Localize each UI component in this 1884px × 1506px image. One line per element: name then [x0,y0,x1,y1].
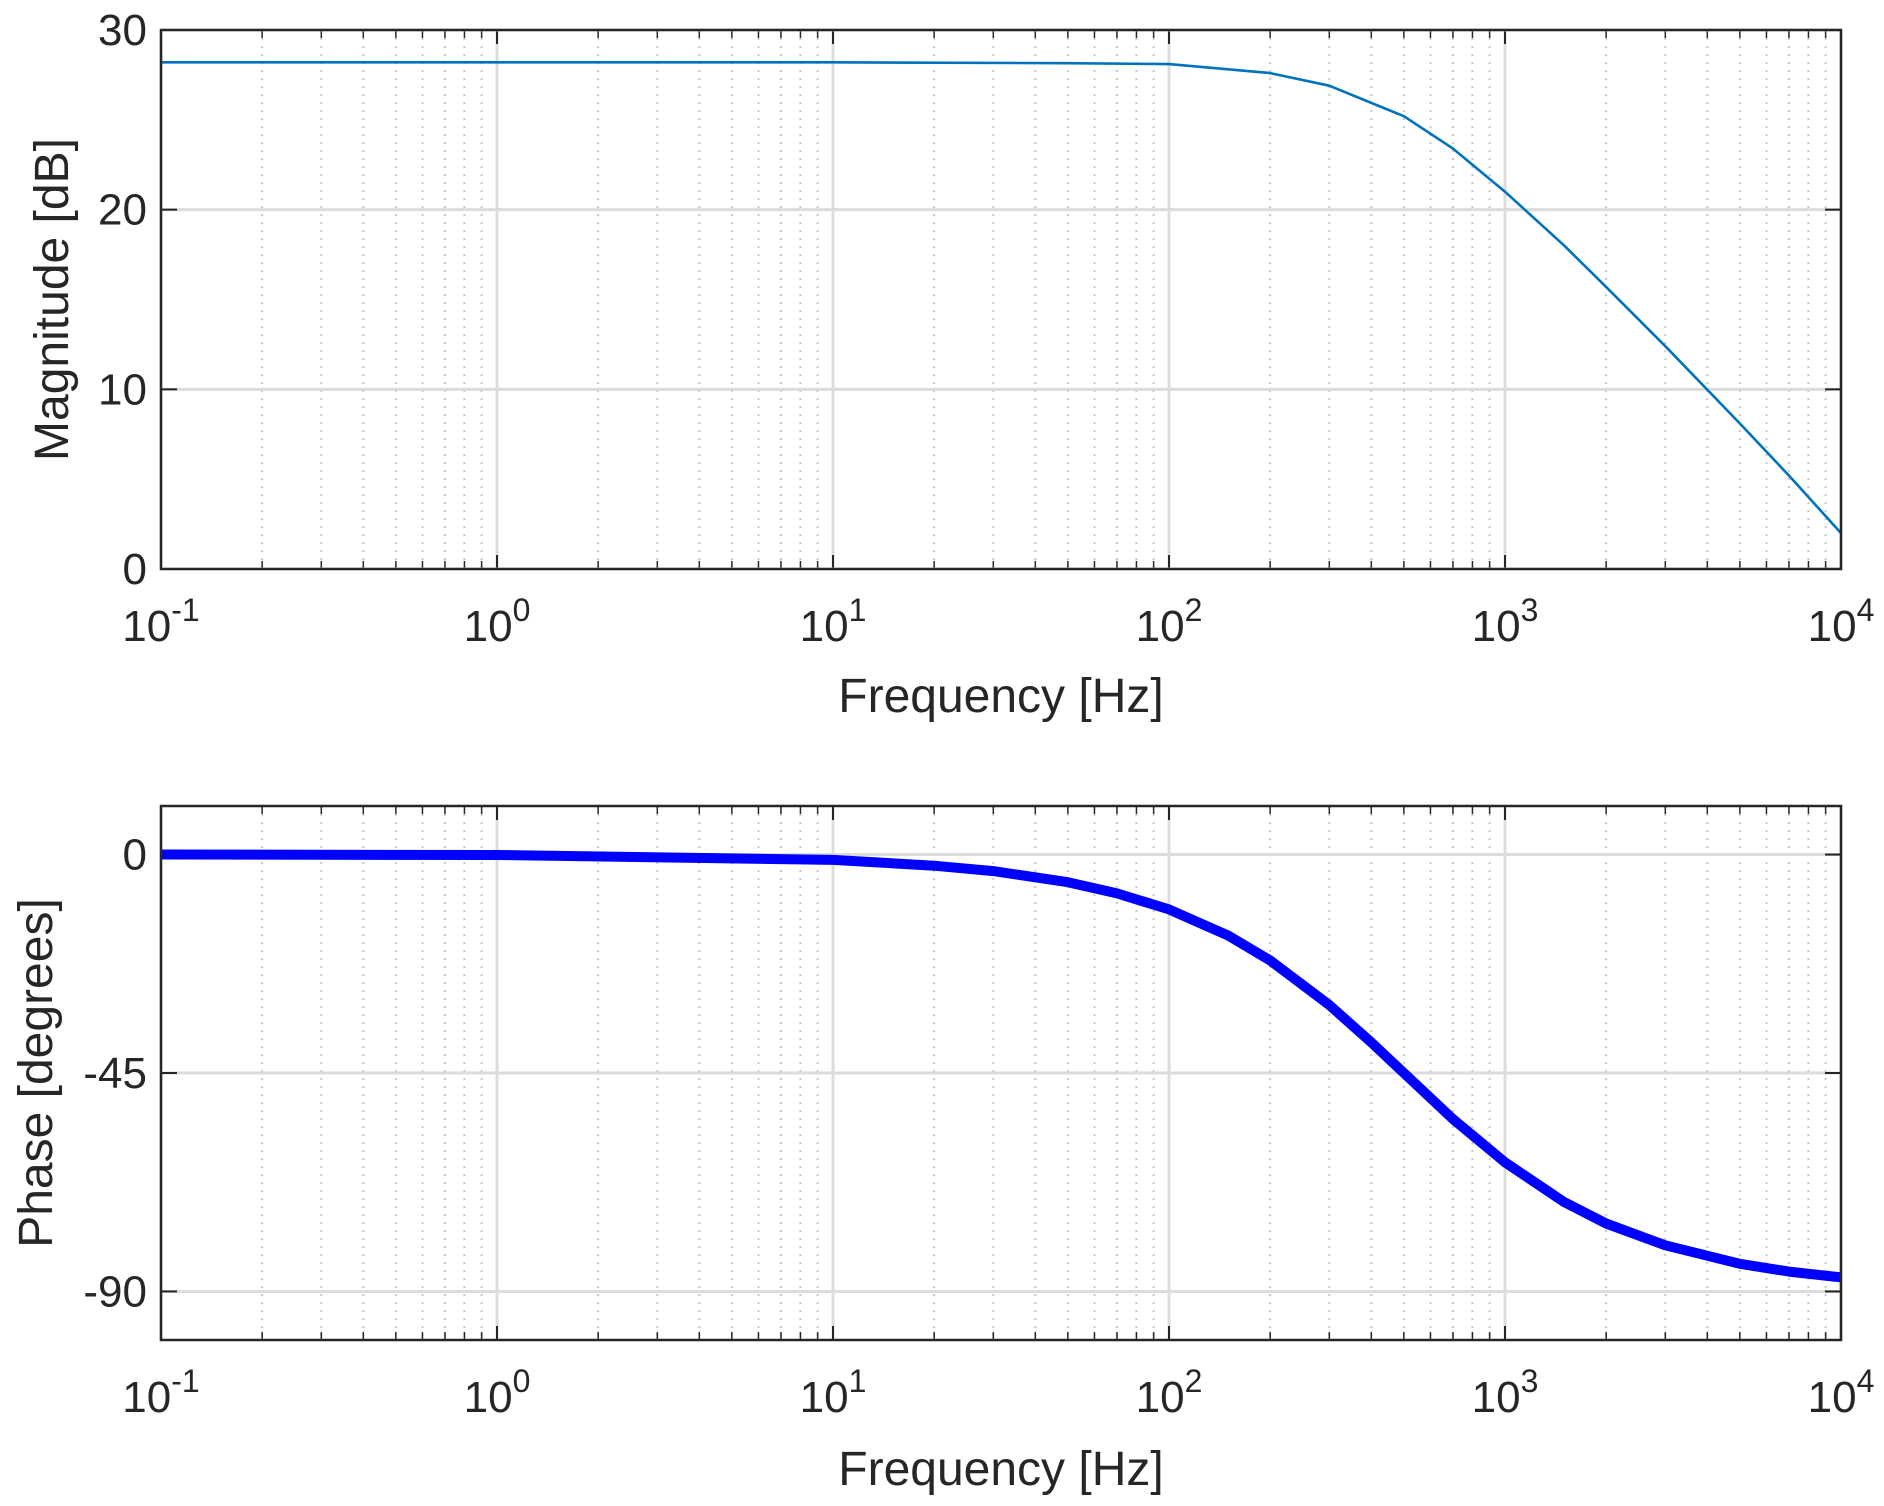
phase-axes-box [159,804,1843,1342]
phase-y-axis-label: Phase [degrees] [10,898,63,1248]
phase-y-tick-label: -45 [83,1049,147,1098]
phase-x-tick-label: 100 [464,1363,531,1422]
magnitude-x-tick-label: 102 [1136,592,1203,651]
phase-x-tick-label: 102 [1136,1363,1203,1422]
magnitude-y-tick-label: 10 [98,365,147,414]
phase-x-axis-label: Frequency [Hz] [838,1443,1163,1496]
magnitude-x-tick-label: 104 [1808,592,1875,651]
magnitude-y-tick-label: 20 [98,186,147,235]
magnitude-plot-area [161,30,1841,569]
magnitude-x-axis-label: Frequency [Hz] [838,670,1163,723]
magnitude-x-tick-label: 101 [800,592,867,651]
phase-x-tick-label: 10-1 [122,1363,199,1422]
phase-y-tick-label: 0 [123,831,147,880]
phase-x-tick-label: 101 [800,1363,867,1422]
magnitude-x-tick-label: 10-1 [122,592,199,651]
magnitude-axes-box [159,28,1843,571]
magnitude-x-tick-label: 103 [1472,592,1539,651]
phase-panel: 10-1 100 101 102 103 104 -90 -45 0 Frequency [Hz]… [10,804,1875,1496]
magnitude-y-tick-label: 0 [123,545,147,594]
phase-x-tick-label: 103 [1472,1363,1539,1422]
phase-x-tick-label: 104 [1808,1363,1875,1422]
magnitude-series-line [161,60,1842,534]
magnitude-x-tick-label: 100 [464,592,531,651]
phase-series-line [160,849,1842,1283]
phase-y-tick-label: -90 [83,1267,147,1316]
magnitude-y-tick-label: 30 [98,6,147,55]
magnitude-panel: 10-1 100 101 102 103 104 0 10 20 30 Frequency [Hz]… [26,6,1874,723]
magnitude-y-axis-label: Magnitude [dB] [26,138,79,461]
